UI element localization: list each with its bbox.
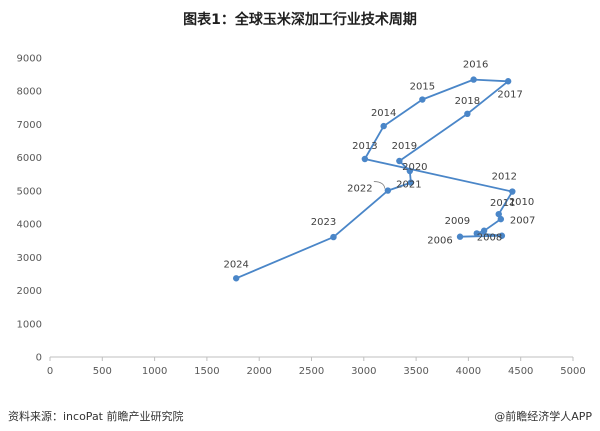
source-note: 资料来源：incoPat 前瞻产业研究院 xyxy=(8,410,184,423)
point-2007 xyxy=(498,232,506,239)
data-points xyxy=(232,76,516,282)
brand-note: @前瞻经济学人APP xyxy=(494,410,592,423)
point-2014 xyxy=(380,122,387,130)
data-label-2023: 2023 xyxy=(311,217,336,228)
point-2006 xyxy=(456,233,464,240)
data-label-2019: 2019 xyxy=(392,141,417,152)
point-2009 xyxy=(480,227,488,234)
point-2008 xyxy=(473,230,480,237)
point-2021 xyxy=(407,179,415,186)
chart-title: 图表1：全球玉米深加工行业技术周期 xyxy=(183,12,417,28)
point-2017 xyxy=(504,78,512,85)
x-tick-label: 1000 xyxy=(142,366,167,377)
data-label-2013: 2013 xyxy=(352,141,377,152)
point-2018 xyxy=(464,110,471,118)
y-tick-label: 4000 xyxy=(17,220,42,231)
data-label-2016: 2016 xyxy=(463,60,488,71)
data-label-2021: 2021 xyxy=(396,180,421,191)
x-tick-label: 1500 xyxy=(194,366,219,377)
point-2020 xyxy=(406,167,414,175)
data-label-2014: 2014 xyxy=(371,108,396,119)
data-label-2012: 2012 xyxy=(492,172,517,183)
y-tick-label: 7000 xyxy=(17,120,42,131)
leader-line-2022 xyxy=(373,181,386,189)
y-tick-label: 9000 xyxy=(17,54,42,65)
point-2010 xyxy=(497,215,505,223)
point-2012 xyxy=(509,188,516,195)
y-tick-label: 8000 xyxy=(17,87,42,98)
point-2011 xyxy=(495,210,502,218)
x-tick-label: 0 xyxy=(47,366,53,377)
data-label-2010: 2010 xyxy=(509,197,534,208)
data-label-2020: 2020 xyxy=(402,162,427,173)
data-label-2017: 2017 xyxy=(497,89,522,100)
y-tick-label: 6000 xyxy=(17,153,42,164)
x-tick-label: 3000 xyxy=(351,366,376,377)
x-tick-label: 4000 xyxy=(456,366,481,377)
point-2023 xyxy=(330,233,337,241)
axes: 0 500 1000 1500 2000 2500 3000 3500 4000 4500 5000… xyxy=(17,54,586,378)
data-label-2024: 2024 xyxy=(223,259,248,270)
x-tick-label: 500 xyxy=(93,366,112,377)
point-2022 xyxy=(384,187,392,194)
data-label-2011: 2011 xyxy=(490,198,515,209)
x-tick-label: 2000 xyxy=(246,366,271,377)
x-tick-label: 3500 xyxy=(403,366,428,377)
data-label-2022: 2022 xyxy=(347,184,372,195)
point-2015 xyxy=(419,96,426,103)
data-label-2006: 2006 xyxy=(427,236,452,247)
x-tick-label: 2500 xyxy=(299,366,324,377)
data-label-2007: 2007 xyxy=(510,216,535,227)
y-tick-label: 2000 xyxy=(17,286,42,297)
data-label-2008: 2008 xyxy=(477,232,502,243)
data-label-2009: 2009 xyxy=(445,216,470,227)
y-tick-label: 5000 xyxy=(17,186,42,197)
x-tick-label: 4500 xyxy=(508,366,533,377)
y-tick-label: 1000 xyxy=(17,319,42,330)
point-2024 xyxy=(232,275,240,282)
y-tick-label: 3000 xyxy=(17,253,42,264)
data-label-2018: 2018 xyxy=(455,96,480,107)
y-tick-label: 0 xyxy=(36,353,42,364)
point-2016 xyxy=(470,76,477,83)
data-label-2015: 2015 xyxy=(410,82,435,93)
point-2013 xyxy=(361,155,369,163)
point-2019 xyxy=(396,157,403,165)
x-tick-label: 5000 xyxy=(560,366,585,377)
